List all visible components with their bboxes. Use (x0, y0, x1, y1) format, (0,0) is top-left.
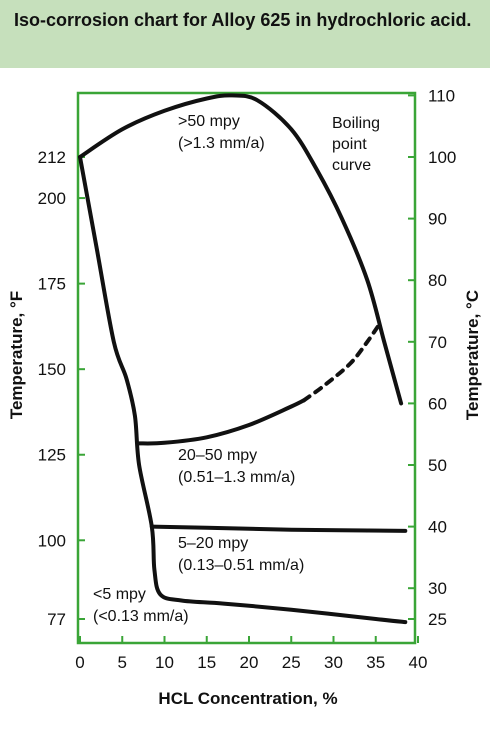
annotation-a2-line-1: Boiling (332, 115, 380, 132)
annotation-a2-line-2: point (332, 136, 367, 153)
right-tick-label: 50 (428, 456, 447, 475)
annotation-a5-line-2: (<0.13 mm/a) (93, 608, 189, 625)
series-line-4 (301, 321, 382, 403)
x-tick-label: 35 (366, 653, 385, 672)
title-band: Iso-corrosion chart for Alloy 625 in hyd… (0, 0, 490, 68)
left-tick-label: 175 (38, 275, 66, 294)
left-tick-label: 212 (38, 148, 66, 167)
right-tick-label: 100 (428, 148, 456, 167)
right-tick-label: 60 (428, 394, 447, 413)
right-tick-label: 25 (428, 610, 447, 629)
annotation-a3-line-1: 20–50 mpy (178, 447, 257, 464)
x-tick-label: 40 (409, 653, 428, 672)
annotation-a1-line-1: >50 mpy (178, 113, 240, 130)
annotation-a5-line-1: <5 mpy (93, 586, 146, 603)
chart-title: Iso-corrosion chart for Alloy 625 in hyd… (14, 10, 472, 30)
right-tick-label: 70 (428, 333, 447, 352)
x-tick-label: 0 (75, 653, 84, 672)
right-tick-label: 40 (428, 518, 447, 537)
annotation-a4-line-1: 5–20 mpy (178, 535, 248, 552)
annotation-a2-line-3: curve (332, 157, 371, 174)
left-tick-label: 77 (47, 610, 66, 629)
left-tick-label: 150 (38, 360, 66, 379)
right-tick-label: 80 (428, 271, 447, 290)
right-tick-label: 110 (428, 86, 455, 105)
y-axis-title-right: Temperature, °C (463, 290, 482, 420)
x-tick-label: 15 (197, 653, 216, 672)
x-tick-label: 20 (240, 653, 259, 672)
annotation-a1-line-2: (>1.3 mm/a) (178, 135, 265, 152)
right-tick-label: 30 (428, 579, 447, 598)
series-line-1 (78, 93, 404, 406)
x-tick-label: 25 (282, 653, 301, 672)
x-tick-label: 10 (155, 653, 174, 672)
y-axis-title-left: Temperature, °F (7, 291, 26, 419)
x-tick-label: 5 (118, 653, 127, 672)
x-tick-label: 30 (324, 653, 343, 672)
left-tick-label: 125 (38, 446, 66, 465)
annotation-a3-line-2: (0.51–1.3 mm/a) (178, 469, 295, 486)
series-line-3 (136, 398, 306, 446)
left-tick-label: 200 (38, 189, 66, 208)
annotation-a4-line-2: (0.13–0.51 mm/a) (178, 557, 304, 574)
plot-frame (76, 91, 417, 645)
series-line-2 (78, 155, 408, 625)
left-tick-label: 100 (38, 531, 66, 550)
right-tick-label: 90 (428, 210, 447, 229)
x-axis-title: HCL Concentration, % (158, 689, 337, 708)
series-line-5 (149, 524, 408, 533)
